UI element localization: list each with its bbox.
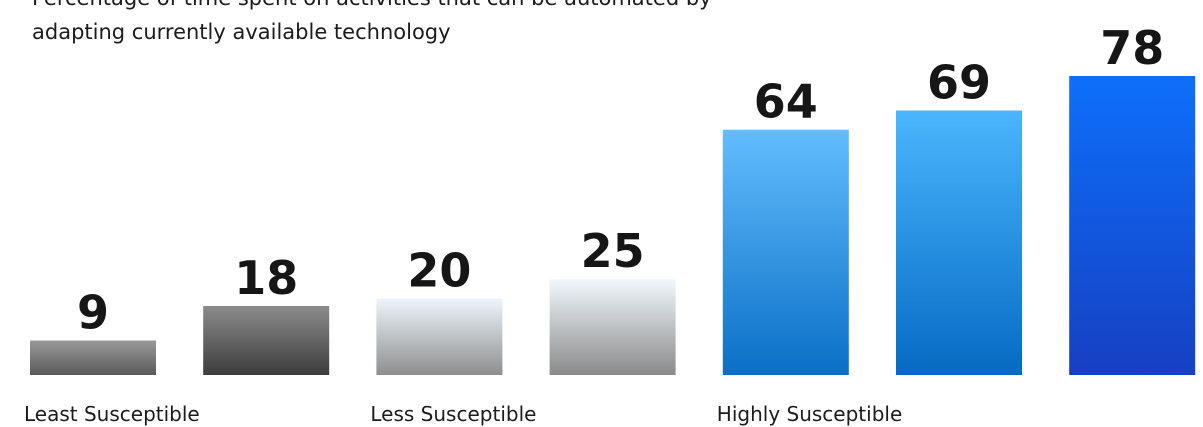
bar-3 — [549, 279, 676, 375]
bar-series — [30, 76, 1196, 375]
group-labels: Least Susceptible Less Susceptible Highly … — [24, 402, 902, 426]
group-label-0: Least Susceptible — [24, 402, 200, 426]
bar-2 — [376, 298, 503, 375]
bar-0 — [30, 340, 156, 375]
group-label-2: Highly Susceptible — [717, 402, 902, 426]
value-label-0: 9 — [77, 286, 109, 340]
chart-title-line-2: adapting currently available technology — [32, 20, 451, 44]
value-label-3: 25 — [581, 224, 645, 278]
bar-1 — [203, 306, 330, 375]
value-label-2: 20 — [407, 243, 471, 297]
value-labels: 9 18 20 25 64 69 78 — [77, 21, 1164, 340]
value-label-6: 78 — [1100, 21, 1164, 75]
bar-5 — [896, 110, 1022, 375]
bar-6 — [1069, 76, 1196, 375]
value-label-4: 64 — [754, 75, 818, 129]
value-label-1: 18 — [234, 251, 298, 305]
bar-4 — [722, 129, 849, 375]
group-label-1: Less Susceptible — [370, 402, 536, 426]
value-label-5: 69 — [927, 56, 991, 110]
chart-title-line-1: Percentage of time spent on activities t… — [32, 0, 712, 10]
